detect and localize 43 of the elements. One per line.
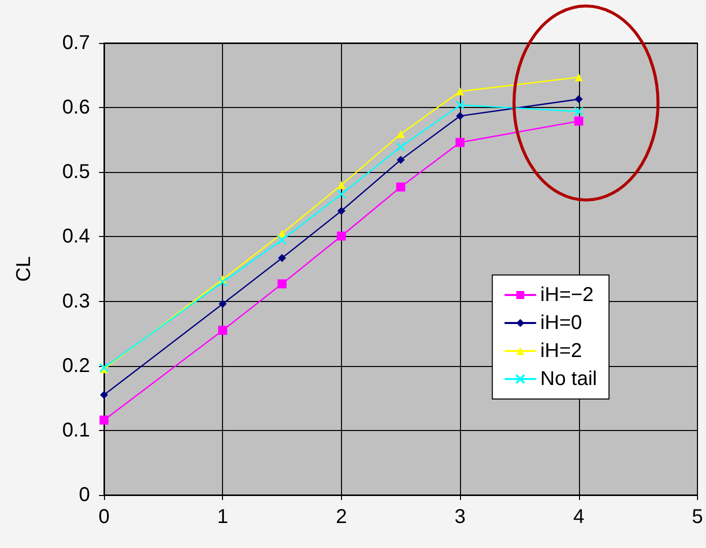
point: [336, 232, 346, 241]
point: [218, 277, 228, 287]
point: [456, 138, 465, 147]
y-tick-label: 0.3: [62, 290, 90, 312]
y-tick-label: 0.4: [62, 226, 90, 248]
x-tick-label: 5: [692, 506, 703, 528]
x-tick-label: 2: [336, 506, 347, 528]
legend-label: iH=−2: [540, 284, 594, 306]
point: [396, 130, 405, 138]
point: [456, 87, 464, 96]
point: [574, 116, 584, 126]
point: [396, 142, 406, 152]
y-tick-label: 0.2: [62, 354, 90, 377]
point: [456, 112, 464, 120]
point: [278, 254, 286, 262]
point: [277, 235, 287, 245]
legend-label: iH=0: [540, 312, 582, 334]
point: [574, 106, 584, 116]
point: [396, 182, 406, 192]
x-tick-label: 4: [573, 506, 584, 528]
x-tick-label: 1: [217, 506, 228, 528]
y-tick-label: 0.7: [62, 32, 90, 54]
point: [337, 181, 346, 190]
point: [100, 416, 108, 425]
y-axis-title: CL: [13, 256, 35, 282]
point: [278, 279, 287, 288]
y-tick-label: 0.5: [62, 161, 90, 184]
y-tick-label: 0.1: [62, 419, 90, 442]
point: [455, 100, 465, 110]
point: [574, 73, 583, 82]
x-tick-label: 0: [98, 506, 110, 528]
y-tick-label: 0.6: [62, 96, 90, 119]
y-tick-label: 0: [78, 484, 90, 506]
x-tick-label: 3: [454, 506, 466, 528]
point: [100, 390, 108, 399]
legend-label: iH=2: [540, 340, 582, 362]
point: [218, 326, 228, 335]
point: [336, 189, 346, 199]
point: [574, 95, 583, 104]
point: [218, 300, 227, 308]
point: [337, 206, 346, 215]
point: [396, 156, 405, 164]
legend-label: No tail: [540, 368, 598, 390]
